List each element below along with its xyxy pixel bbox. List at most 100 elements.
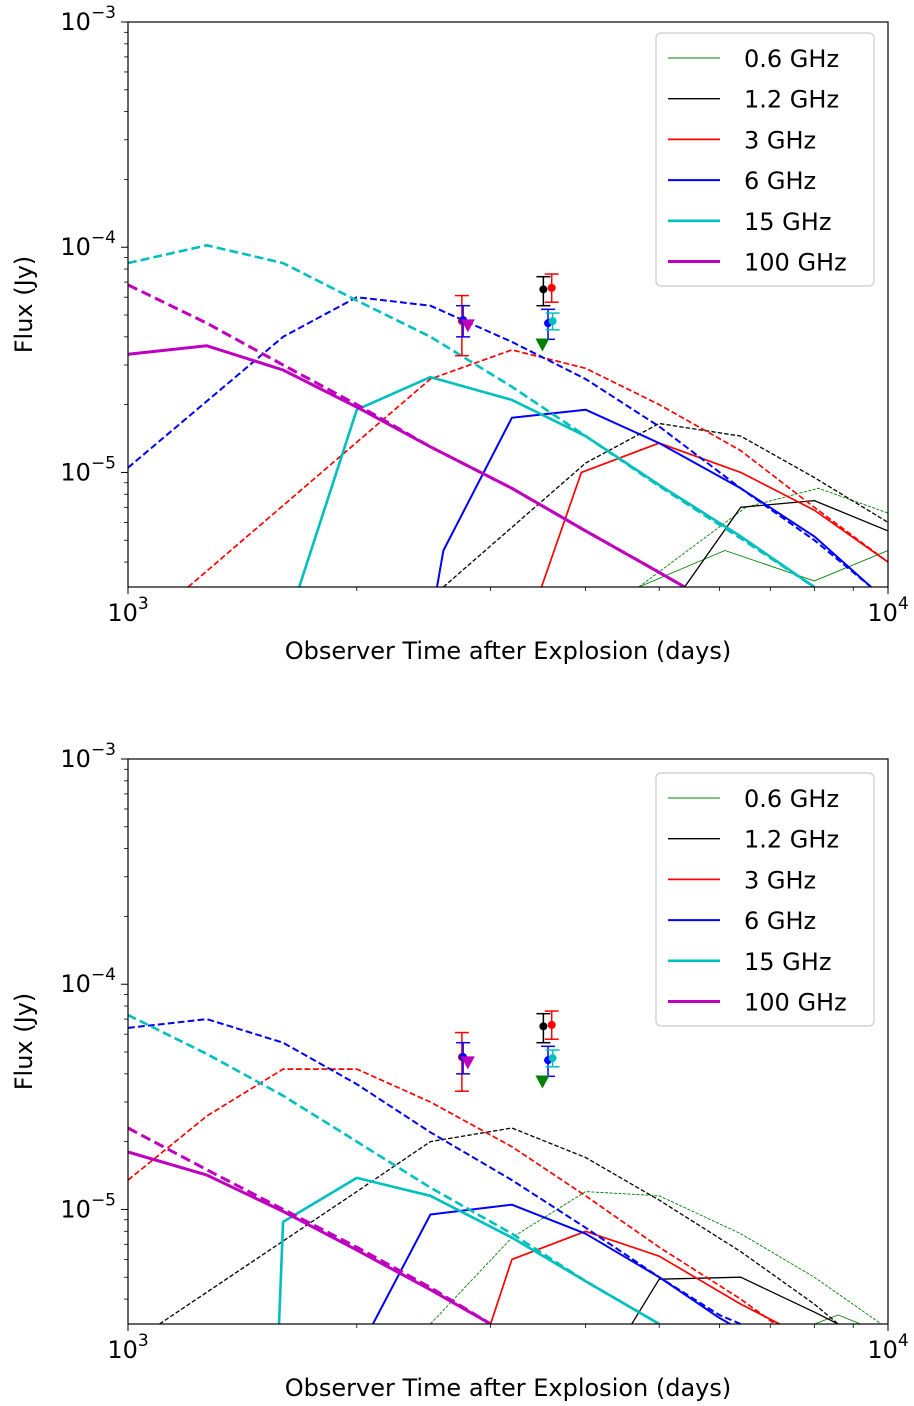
observation-3-ghz: [544, 1010, 559, 1040]
legend-entry: 3 GHz: [668, 866, 816, 894]
series-line-6-ghz-solid: [436, 408, 872, 587]
legend-label: 1.2 GHz: [744, 826, 839, 854]
legend-box: [655, 772, 875, 1027]
series-line-1-2-ghz-solid: [684, 499, 888, 587]
upper-limit-0-6-ghz: [535, 1075, 550, 1089]
legend-label: 15 GHz: [744, 948, 831, 976]
observation-1-2-ghz: [536, 1012, 551, 1044]
y-tick-base: 10: [60, 458, 91, 486]
legend-label: 6 GHz: [744, 907, 816, 935]
upper-limit-100-ghz: [460, 1056, 475, 1070]
observation-15-ghz: [545, 1049, 560, 1068]
legend: 0.6 GHz 1.2 GHz 3 GHz 6 GHz 15 GHz 100 GHz: [655, 32, 875, 287]
y-tick-base: 10: [60, 233, 91, 261]
y-tick-label: 10−4: [60, 965, 116, 998]
legend-entry: 15 GHz: [668, 208, 831, 236]
series-line-3-ghz-solid: [489, 1230, 780, 1324]
series-line-100-ghz-solid: [128, 344, 686, 587]
x-tick-exp: 4: [898, 594, 909, 614]
y-tick-label: 10−3: [60, 3, 116, 36]
data-point: [539, 1022, 548, 1031]
series-line-1-2-ghz-dashed: [159, 1127, 839, 1324]
y-tick-exp: −4: [91, 228, 116, 248]
data-point: [547, 283, 556, 292]
observation-15-ghz: [545, 312, 560, 331]
series-line-3-ghz-solid: [540, 442, 888, 587]
x-tick-label: 104: [867, 594, 908, 627]
y-tick-base: 10: [60, 970, 91, 998]
upper-limit-0-6-ghz: [535, 338, 550, 352]
legend-entry: 3 GHz: [668, 126, 816, 154]
x-tick-base: 10: [107, 599, 138, 627]
y-tick-label: 10−4: [60, 228, 116, 261]
x-tick-exp: 4: [898, 1331, 909, 1351]
legend-label: 0.6 GHz: [744, 785, 839, 813]
series-line-6-ghz-dashed: [128, 1018, 742, 1324]
legend-label: 100 GHz: [744, 249, 847, 277]
y-tick-base: 10: [60, 1195, 91, 1223]
legend-entry: 0.6 GHz: [668, 45, 839, 73]
legend-entry: 100 GHz: [668, 249, 847, 277]
series-line-15-ghz-dashed: [128, 1013, 660, 1324]
data-point: [539, 285, 548, 294]
series-line-6-ghz-dashed: [128, 296, 872, 587]
series-line-100-ghz-solid: [128, 1150, 492, 1324]
series-line-3-ghz-dashed: [187, 349, 888, 587]
y-tick-exp: −4: [91, 965, 116, 985]
legend-entry: 100 GHz: [668, 989, 847, 1017]
y-tick-label: 10−5: [60, 1190, 116, 1223]
x-axis-label: Observer Time after Explosion (days): [285, 1374, 732, 1402]
y-axis-label: Flux (Jy): [10, 993, 38, 1091]
legend-label: 6 GHz: [744, 167, 816, 195]
legend-label: 0.6 GHz: [744, 45, 839, 73]
data-point: [548, 317, 557, 326]
y-tick-label: 10−5: [60, 453, 116, 486]
series-line-100-ghz-dashed: [128, 283, 686, 587]
plot-area: [128, 1013, 882, 1324]
plot-area: [128, 244, 888, 587]
legend-label: 100 GHz: [744, 989, 847, 1017]
legend-box: [655, 32, 875, 287]
y-tick-exp: −3: [91, 3, 116, 23]
data-point: [548, 1054, 557, 1063]
series-line-1-2-ghz-solid: [631, 1276, 839, 1324]
x-tick-label: 103: [107, 594, 148, 627]
upper-limit-100-ghz: [460, 319, 475, 333]
legend-label: 3 GHz: [744, 126, 816, 154]
legend-label: 1.2 GHz: [744, 86, 839, 114]
legend-entry: 6 GHz: [668, 167, 816, 195]
x-tick-base: 10: [867, 599, 898, 627]
data-point: [547, 1020, 556, 1029]
series-line-15-ghz-solid: [277, 1176, 660, 1324]
x-tick-base: 10: [867, 1336, 898, 1364]
x-tick-exp: 3: [138, 594, 149, 614]
series-line-0-6-ghz-solid: [814, 1314, 861, 1324]
series-line-3-ghz-dashed: [128, 1068, 776, 1324]
y-tick-base: 10: [60, 745, 91, 773]
series-line-6-ghz-solid: [372, 1203, 731, 1324]
observation-3-ghz: [544, 273, 559, 303]
series-line-100-ghz-dashed: [128, 1126, 492, 1324]
axes-frame: [127, 758, 889, 1325]
y-tick-exp: −5: [91, 1190, 116, 1210]
y-tick-base: 10: [60, 8, 91, 36]
series-line-1-2-ghz-dashed: [442, 422, 888, 587]
series-line-0-6-ghz-solid: [638, 550, 888, 587]
legend: 0.6 GHz 1.2 GHz 3 GHz 6 GHz 15 GHz 100 GHz: [655, 772, 875, 1027]
axes-frame: [127, 21, 889, 588]
y-tick-exp: −3: [91, 740, 116, 760]
x-tick-label: 103: [107, 1331, 148, 1364]
y-axis-label: Flux (Jy): [10, 256, 38, 354]
legend-entry: 0.6 GHz: [668, 785, 839, 813]
x-tick-base: 10: [107, 1336, 138, 1364]
legend-entry: 1.2 GHz: [668, 86, 839, 114]
x-tick-label: 104: [867, 1331, 908, 1364]
legend-entry: 1.2 GHz: [668, 826, 839, 854]
observation-1-2-ghz: [536, 275, 551, 307]
legend-label: 15 GHz: [744, 208, 831, 236]
series-line-15-ghz-solid: [297, 375, 816, 587]
legend-entry: 15 GHz: [668, 948, 831, 976]
